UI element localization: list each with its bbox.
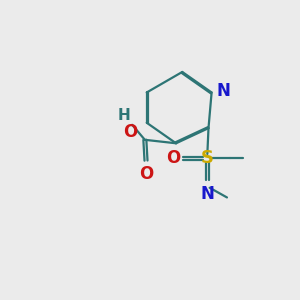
Text: O: O [139, 165, 153, 183]
Text: N: N [217, 82, 231, 100]
Text: O: O [167, 149, 181, 167]
Text: N: N [200, 185, 214, 203]
Text: S: S [201, 149, 214, 167]
Text: H: H [118, 108, 130, 123]
Text: O: O [123, 123, 137, 141]
